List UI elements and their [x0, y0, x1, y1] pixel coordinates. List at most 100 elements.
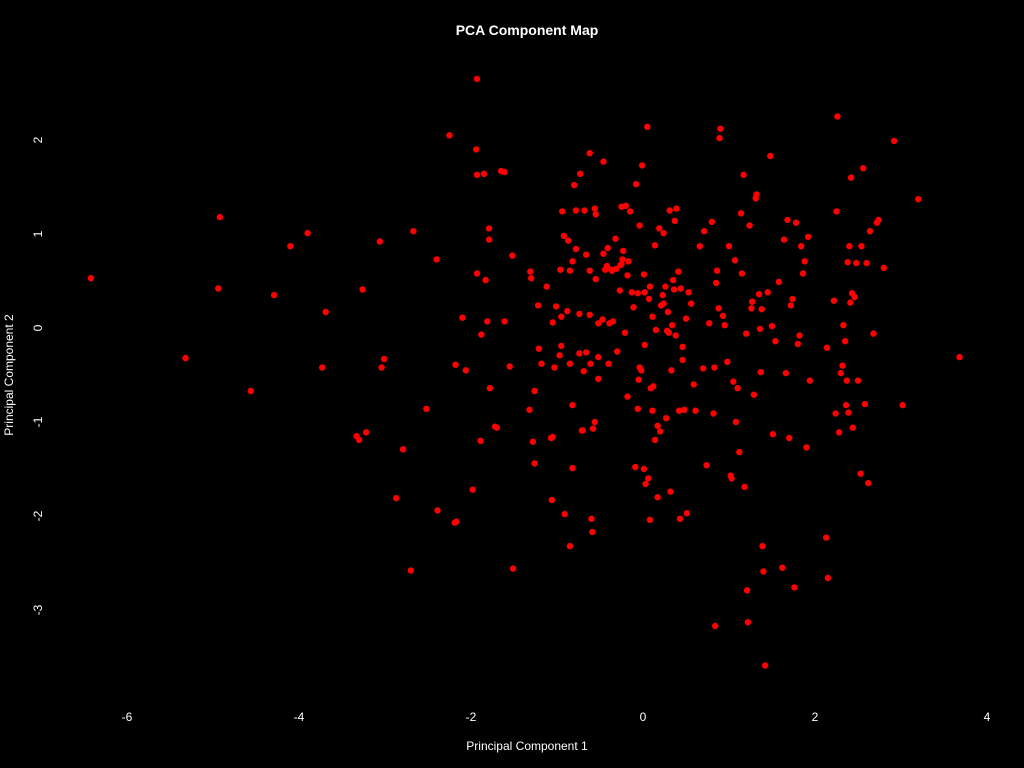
x-tick-label: 0	[640, 710, 647, 724]
data-point	[322, 308, 329, 316]
data-point	[501, 168, 508, 176]
data-point	[755, 291, 763, 298]
data-point	[501, 318, 508, 325]
data-point	[646, 516, 654, 523]
data-point	[566, 542, 574, 550]
data-point	[486, 385, 494, 392]
data-point	[600, 158, 607, 165]
data-point	[767, 152, 774, 160]
data-point	[645, 295, 653, 303]
data-point	[657, 428, 664, 435]
data-point	[581, 207, 588, 214]
data-point	[528, 275, 535, 282]
data-point	[531, 387, 538, 395]
data-point	[641, 289, 648, 296]
data-point	[434, 507, 441, 514]
data-point	[737, 210, 745, 217]
data-point	[356, 436, 363, 444]
data-point	[576, 310, 583, 318]
data-point	[847, 299, 854, 306]
data-point	[758, 306, 765, 313]
data-point	[738, 270, 746, 277]
data-point	[743, 330, 750, 337]
y-axis-ticks: -3 -2 -1 0 1 2	[31, 136, 45, 615]
data-point	[569, 258, 576, 265]
data-point	[842, 401, 850, 409]
data-point	[700, 365, 707, 372]
data-point	[666, 207, 673, 214]
data-point	[247, 387, 254, 395]
data-point	[769, 431, 777, 438]
data-point	[478, 331, 485, 338]
data-point	[660, 229, 667, 237]
data-point	[779, 564, 786, 571]
data-point	[216, 213, 224, 221]
data-point	[485, 236, 493, 243]
data-point	[721, 322, 728, 329]
data-point	[956, 353, 963, 361]
data-point	[760, 568, 767, 575]
data-point	[650, 383, 657, 390]
data-point	[732, 418, 740, 426]
data-point	[761, 662, 769, 669]
data-point	[899, 401, 906, 409]
data-point	[579, 427, 586, 434]
data-point	[560, 232, 568, 240]
data-point	[645, 475, 652, 482]
data-point	[799, 270, 807, 277]
data-point	[622, 202, 629, 209]
x-tick-label: -2	[466, 710, 477, 724]
data-point	[493, 424, 500, 431]
data-point	[853, 259, 860, 267]
data-point	[583, 251, 590, 258]
data-point	[682, 315, 690, 322]
data-point	[543, 283, 550, 290]
data-point	[857, 470, 864, 477]
y-tick-label: 1	[31, 230, 45, 237]
data-point	[632, 181, 640, 188]
data-point	[620, 247, 627, 255]
data-point	[534, 302, 542, 309]
data-point	[690, 381, 697, 388]
data-point	[750, 391, 758, 398]
data-point	[806, 377, 813, 384]
data-point	[675, 407, 683, 414]
data-point	[624, 393, 631, 400]
data-point	[557, 266, 564, 273]
data-point	[823, 344, 831, 351]
data-point	[577, 170, 584, 177]
y-axis-label: Principal Component 2	[2, 314, 16, 436]
data-point	[654, 494, 661, 501]
data-point	[410, 228, 417, 235]
data-point	[509, 565, 517, 572]
data-point	[531, 460, 538, 467]
data-point	[700, 228, 708, 235]
data-point	[772, 338, 779, 345]
data-point	[824, 574, 832, 582]
data-point	[780, 236, 788, 243]
data-point	[731, 257, 739, 264]
data-point	[566, 267, 574, 274]
data-point	[719, 312, 727, 319]
data-point	[569, 464, 576, 472]
data-points	[87, 75, 963, 669]
data-point	[789, 295, 796, 303]
data-point	[801, 258, 808, 265]
data-point	[858, 243, 865, 250]
data-point	[462, 367, 469, 374]
data-point	[833, 208, 840, 215]
data-point	[526, 406, 533, 413]
data-point	[652, 326, 660, 334]
data-point	[380, 355, 388, 363]
data-point	[764, 289, 771, 296]
data-point	[595, 353, 602, 361]
data-point	[459, 314, 466, 321]
data-point	[362, 429, 370, 436]
data-point	[378, 364, 385, 371]
data-point	[744, 619, 752, 626]
data-point	[634, 290, 641, 297]
data-point	[749, 298, 756, 305]
data-point	[433, 256, 440, 263]
data-point	[509, 252, 516, 259]
data-point	[792, 219, 800, 226]
